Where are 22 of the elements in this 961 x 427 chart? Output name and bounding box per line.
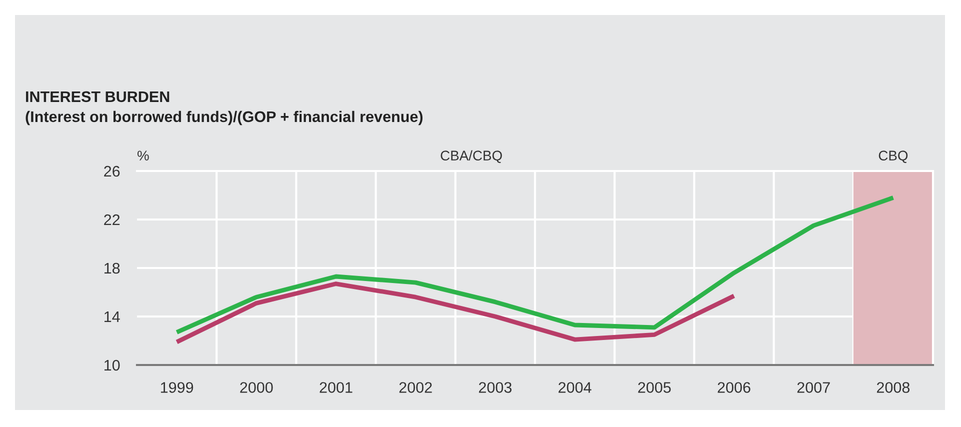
x-tick-label: 2005 — [638, 382, 671, 393]
y-tick-label: 26 — [104, 166, 120, 177]
x-tick-label: 2006 — [718, 382, 750, 393]
text: CBA/CBQ — [440, 150, 502, 163]
y-tick-label: 22 — [104, 214, 120, 226]
line-series — [174, 282, 736, 344]
x-tick-label: 2002 — [399, 382, 432, 393]
x-tick-label: 2000 — [240, 382, 273, 393]
x-tick-label: 1999 — [160, 382, 194, 393]
x-tick-label: 2008 — [876, 382, 910, 393]
y-axis-title: % — [137, 150, 149, 160]
x-tick-label: 2004 — [558, 382, 592, 393]
y-tick-label: 18 — [104, 262, 120, 274]
line-series — [174, 195, 896, 334]
y-tick-label: 10 — [104, 360, 120, 371]
x-tick-label: 2001 — [320, 382, 352, 393]
x-tick-label: 2003 — [478, 382, 512, 393]
band-label: CBQ — [878, 150, 908, 163]
chart-subtitle: (Interest on borrowed funds)/(GOP + financial revenue) — [26, 110, 423, 126]
x-tick-label: 2007 — [797, 382, 830, 393]
chart-title: INTEREST BURDEN — [26, 91, 170, 102]
y-tick-label: 14 — [104, 312, 120, 322]
